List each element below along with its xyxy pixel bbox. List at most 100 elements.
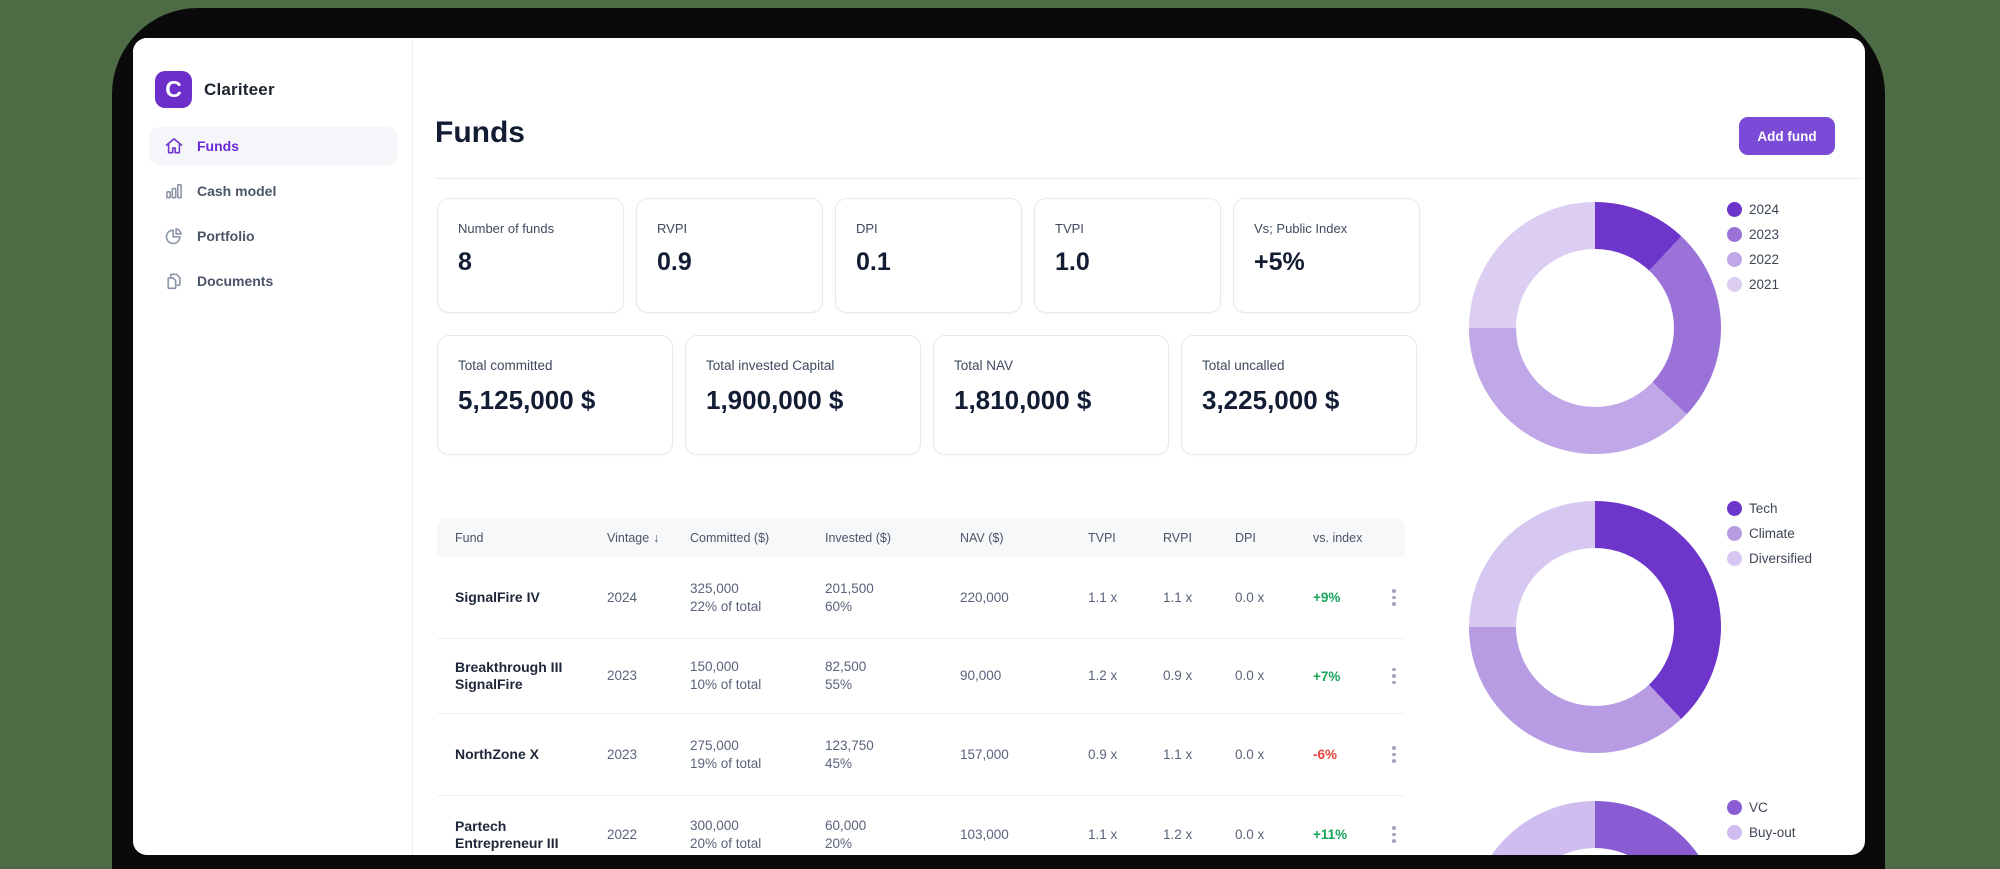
rvpi-cell: 1.1 x [1163,746,1193,762]
legend-item: VC [1727,800,1796,815]
kpi-label: Vs; Public Index [1254,221,1348,236]
kpi-label: Total NAV [954,358,1014,373]
vintage-cell: 2023 [607,668,638,684]
vs-index-cell: +7% [1313,668,1341,684]
table-header: Fund Vintage ↓ Committed ($) Invested ($)… [437,518,1405,557]
legend-dot-icon [1727,551,1742,566]
table-row[interactable]: NorthZone X 2023 275,000 19% of total 123… [437,714,1405,796]
kpi-label: Total invested Capital [706,358,835,373]
bar-chart-icon [164,181,184,201]
legend-dot-icon [1727,252,1742,267]
legend-dot-icon [1727,526,1742,541]
column-header-fund: Fund [455,530,484,545]
legend-item: Diversified [1727,551,1812,566]
kpi-card-total-uncalled: Total uncalled 3,225,000 $ [1181,335,1417,455]
vintage-cell: 2024 [607,589,638,605]
app-window: C Clariteer Funds Cash model Portfolio [133,38,1865,855]
table-row[interactable]: SignalFire IV 2024 325,000 22% of total 2… [437,557,1405,639]
legend-strategy: VC Buy-out [1727,800,1796,840]
legend-dot-icon [1727,277,1742,292]
legend-item: Climate [1727,526,1812,541]
invested-cell: 201,500 60% [825,580,874,614]
nav-cell: 220,000 [960,589,1009,605]
documents-icon [164,271,184,291]
legend-item: 2021 [1727,277,1779,292]
kpi-label: DPI [856,221,878,236]
kpi-value: +5% [1254,248,1305,276]
funds-table: Fund Vintage ↓ Committed ($) Invested ($)… [437,518,1405,855]
column-header-invested: Invested ($) [825,530,892,545]
committed-cell: 325,000 22% of total [690,580,762,614]
kpi-value: 5,125,000 $ [458,385,596,415]
vs-index-cell: +9% [1313,590,1341,605]
kpi-value: 1.0 [1055,248,1090,276]
column-header-vs-index: vs. index [1313,530,1363,545]
table-row[interactable]: Breakthrough III SignalFire 2023 150,000… [437,639,1405,714]
vs-index-cell: +11% [1313,827,1348,842]
kpi-label: Total committed [458,358,553,373]
invested-cell: 82,500 55% [825,659,867,692]
fund-name: NorthZone X [455,746,539,763]
vs-index-cell: -6% [1313,747,1338,762]
fund-name: Breakthrough III SignalFire [455,659,563,692]
kpi-row-ratios: Number of funds 8 RVPI 0.9 DPI 0.1 TVPI … [437,198,1420,313]
nav-cell: 103,000 [960,826,1009,842]
legend-dot-icon [1727,800,1742,815]
kpi-card-dpi: DPI 0.1 [835,198,1022,313]
kpi-value: 1,900,000 $ [706,385,844,415]
kpi-card-total-committed: Total committed 5,125,000 $ [437,335,673,455]
pie-chart-icon [164,226,184,246]
fund-name: Partech Entrepreneur III [455,817,559,851]
committed-cell: 275,000 19% of total [690,737,762,771]
tvpi-cell: 1.1 x [1088,826,1118,842]
kpi-card-vs-public-index: Vs; Public Index +5% [1233,198,1420,313]
row-menu-icon[interactable] [1385,824,1403,846]
sidebar-item-documents[interactable]: Documents [149,262,397,300]
kpi-value: 8 [458,248,472,276]
sort-desc-icon: ↓ [653,530,660,545]
brand: C Clariteer [155,71,275,108]
donut-chart-strategy [1469,801,1721,855]
legend-sector: Tech Climate Diversified [1727,501,1812,566]
sidebar-item-label: Portfolio [197,228,255,244]
kpi-value: 3,225,000 $ [1202,385,1340,415]
legend-item: Tech [1727,501,1812,516]
add-fund-button[interactable]: Add fund [1739,117,1835,155]
sidebar-item-label: Cash model [197,183,277,199]
committed-cell: 300,000 20% of total [690,817,762,851]
sidebar-item-cash-model[interactable]: Cash model [149,172,397,210]
legend-item: Buy-out [1727,825,1796,840]
page-title: Funds [435,116,525,149]
sidebar-item-funds[interactable]: Funds [149,127,397,165]
legend-dot-icon [1727,501,1742,516]
legend-vintage: 2024 2023 2022 2021 [1727,202,1779,292]
rvpi-cell: 0.9 x [1163,668,1193,684]
column-header-tvpi: TVPI [1088,530,1116,545]
tvpi-cell: 1.2 x [1088,668,1118,684]
column-header-rvpi: RVPI [1163,530,1192,545]
column-header-committed: Committed ($) [690,530,770,545]
sidebar-item-portfolio[interactable]: Portfolio [149,217,397,255]
kpi-value: 0.1 [856,248,891,276]
kpi-value: 1,810,000 $ [954,385,1092,415]
column-header-vintage[interactable]: Vintage ↓ [607,530,660,545]
invested-cell: 123,750 45% [825,737,874,771]
rvpi-cell: 1.1 x [1163,589,1193,605]
sidebar-item-label: Funds [197,138,239,154]
dpi-cell: 0.0 x [1235,826,1265,842]
committed-cell: 150,000 10% of total [690,659,762,692]
legend-dot-icon [1727,202,1742,217]
row-menu-icon[interactable] [1385,587,1403,609]
kpi-label: Number of funds [458,221,555,236]
table-row[interactable]: Partech Entrepreneur III 2022 300,000 20%… [437,796,1405,855]
donut-chart-sector [1469,501,1721,753]
column-header-nav: NAV ($) [960,530,1004,545]
row-menu-icon[interactable] [1385,744,1403,766]
kpi-row-totals: Total committed 5,125,000 $ Total invest… [437,335,1417,455]
dpi-cell: 0.0 x [1235,589,1265,605]
legend-item: 2022 [1727,252,1779,267]
invested-cell: 60,000 20% [825,817,867,851]
legend-item: 2023 [1727,227,1779,242]
row-menu-icon[interactable] [1385,665,1403,687]
vintage-cell: 2023 [607,746,638,762]
